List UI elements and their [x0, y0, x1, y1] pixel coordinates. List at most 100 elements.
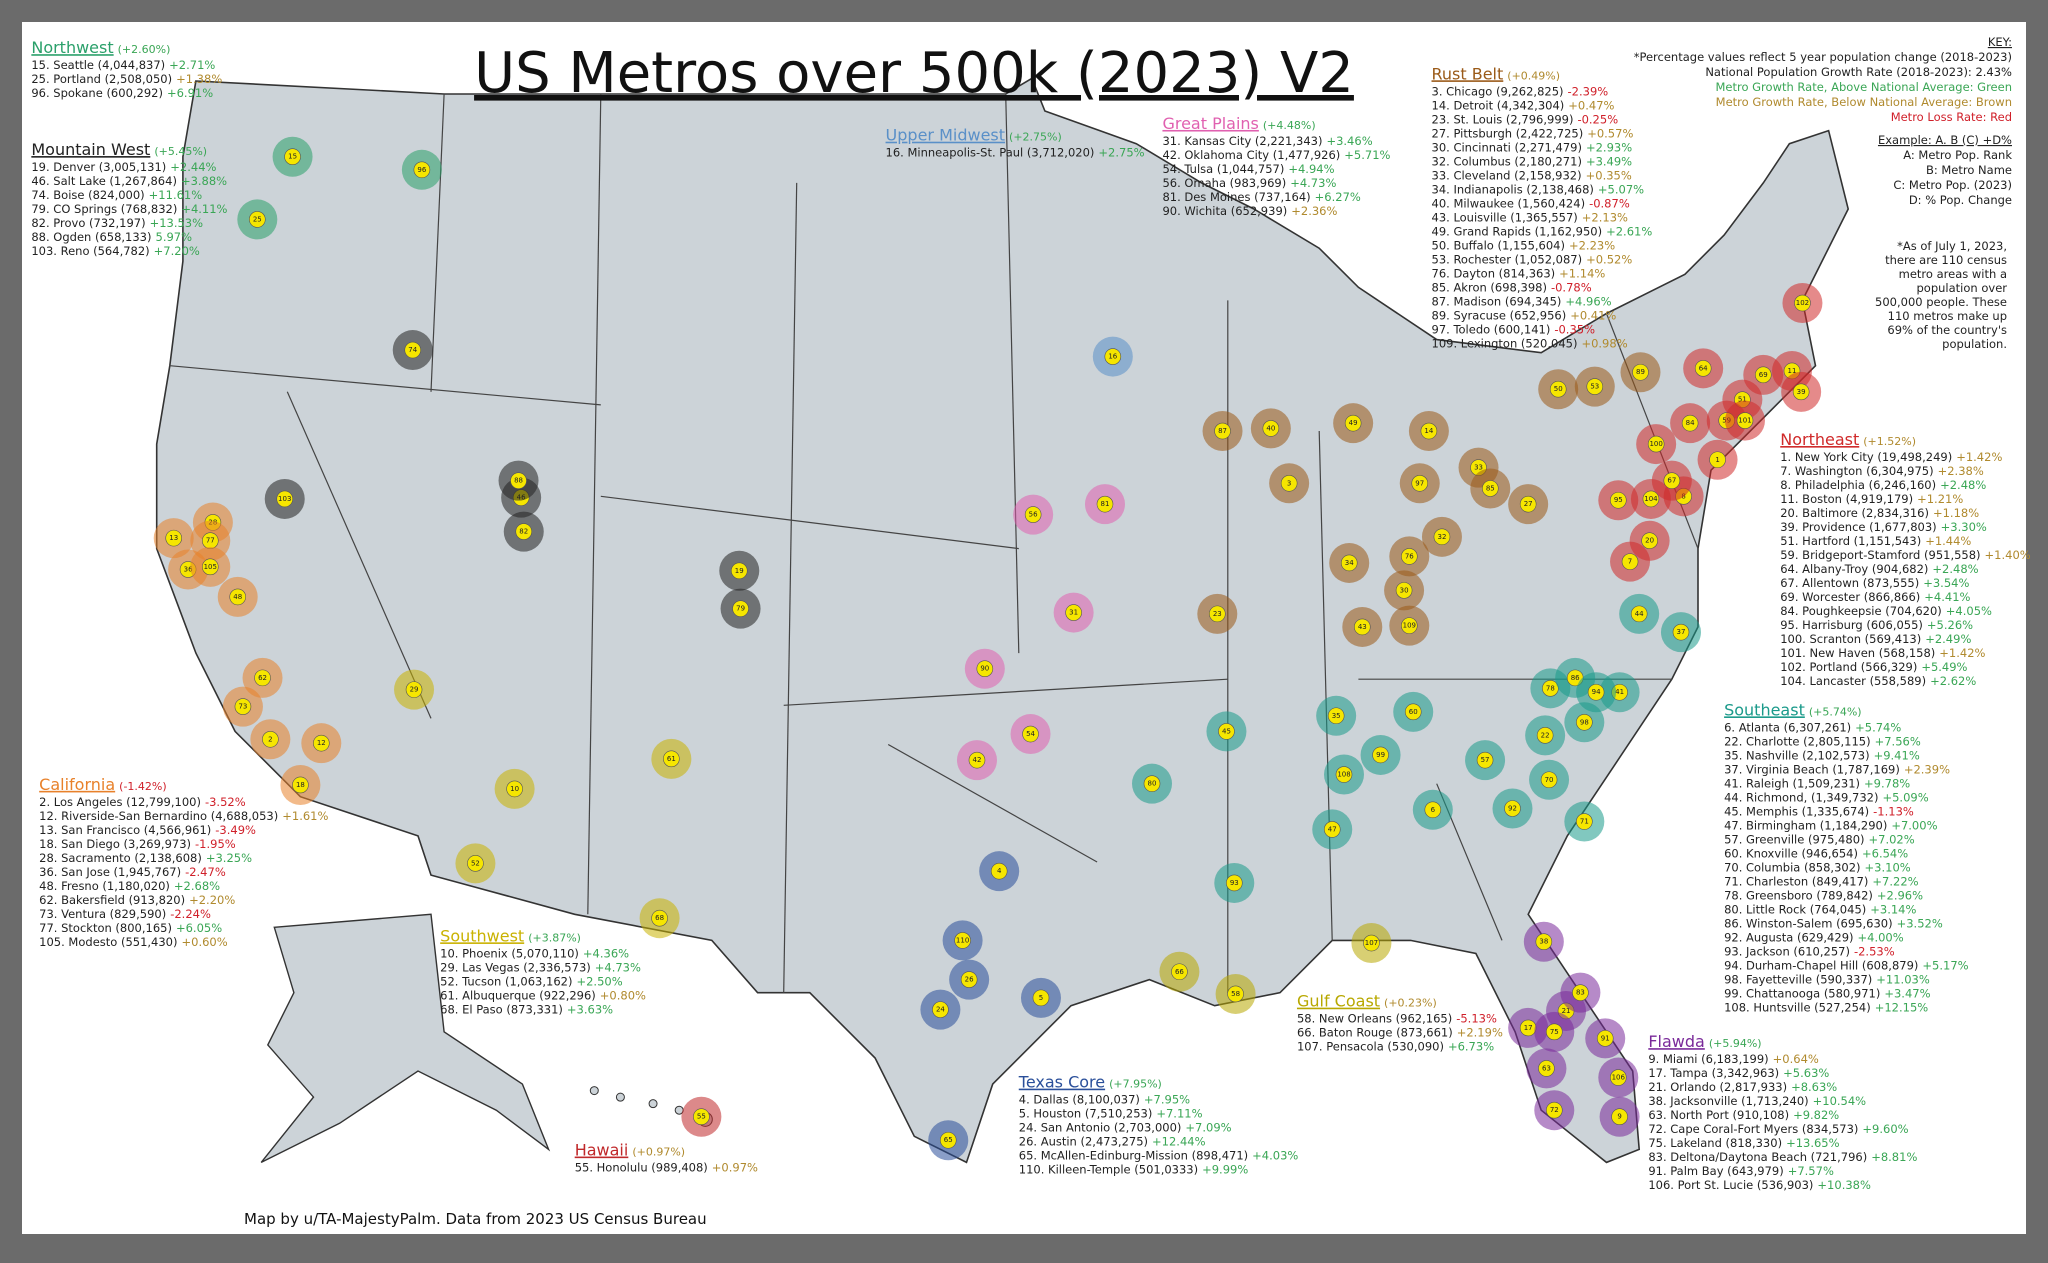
note-line: 69% of the country's — [1887, 323, 2007, 337]
metro-text: 69. Worcester (866,866) — [1780, 590, 1920, 604]
region-change: (+5.94%) — [1709, 1037, 1762, 1050]
metro-marker — [1663, 472, 1681, 489]
region-header: California (-1.42%) — [39, 775, 166, 794]
metro-marker — [467, 855, 484, 872]
key-line: KEY: — [1988, 35, 2012, 49]
metro-change: +1.18% — [1933, 506, 1979, 520]
state-border — [887, 743, 1098, 863]
metro-change: +4.96% — [1565, 294, 1611, 308]
metro-change: -3.52% — [205, 795, 246, 809]
metro-marker — [1420, 422, 1438, 440]
metro-text: 74. Boise (824,000) — [31, 188, 144, 202]
metro-marker — [284, 148, 301, 166]
region-header: Gulf Coast (+0.23%) — [1297, 992, 1437, 1011]
metro-text: 6. Atlanta (6,307,261) — [1724, 720, 1851, 734]
metro-change: +12.44% — [1152, 1135, 1206, 1149]
metro-text: 56. Omaha (983,969) — [1162, 176, 1286, 190]
metro-marker — [1327, 707, 1345, 725]
metro-change: +1.44% — [1925, 534, 1971, 548]
metro-rank: 12 — [317, 739, 326, 747]
metro-text: 51. Hartford (1,151,543) — [1780, 534, 1921, 548]
metro-entry: 93. Jackson (610,257) -2.53% — [1724, 944, 1895, 958]
metro-rank: 38 — [1539, 938, 1548, 946]
metro-entry: 64. Albany-Troy (904,682) +2.48% — [1780, 562, 1978, 576]
metro-text: 14. Detroit (4,342,304) — [1432, 98, 1565, 112]
metro-text: 105. Modesto (551,430) — [39, 935, 177, 949]
metro-text: 35. Nashville (2,102,573) — [1724, 748, 1870, 762]
metro-rank: 86 — [1571, 674, 1580, 682]
metro-rank: 90 — [980, 665, 989, 673]
metro-rank: 48 — [233, 593, 242, 601]
metro-entry: 7. Washington (6,304,975) +2.38% — [1780, 464, 1984, 478]
metro-entry: 61. Albuquerque (922,296) +0.80% — [440, 988, 646, 1002]
key-line: Metro Loss Rate: Red — [1891, 110, 2012, 124]
metro-change: +4.03% — [1252, 1149, 1298, 1163]
metro-rank: 37 — [1677, 628, 1686, 636]
metro-text: 44. Richmond, (1,349,732) — [1724, 790, 1878, 804]
metro-marker — [1476, 751, 1494, 769]
metro-entry: 47. Birmingham (1,184,290) +7.00% — [1724, 818, 1937, 832]
metro-text: 5. Houston (7,510,253) — [1019, 1107, 1153, 1121]
metro-rank: 15 — [288, 153, 297, 161]
metro-entry: 89. Syracuse (652,956) +0.41% — [1432, 308, 1617, 322]
metro-rank: 5 — [1039, 994, 1043, 1002]
title: US Metros over 500k (2023) V2 — [474, 41, 1354, 106]
metro-entry: 97. Toledo (600,141) -0.35% — [1432, 322, 1596, 336]
metro-rank: 55 — [697, 1113, 706, 1121]
metro-text: 87. Madison (694,345) — [1432, 294, 1562, 308]
metro-marker — [1024, 506, 1042, 523]
metro-change: +2.36% — [1291, 204, 1337, 218]
metro-rank: 91 — [1601, 1034, 1610, 1042]
metro-change: +0.47% — [1568, 98, 1614, 112]
note-line: 110 metros make up — [1888, 309, 2007, 323]
note-line: population over — [1917, 281, 2008, 295]
region-change: (+5.45%) — [154, 145, 207, 158]
metro-entry: 10. Phoenix (5,070,110) +4.36% — [440, 946, 629, 960]
metro-marker — [249, 211, 266, 228]
metro-change: +2.23% — [1569, 238, 1615, 252]
metro-marker — [1065, 604, 1082, 621]
metro-entry: 60. Knoxville (946,654) +6.54% — [1724, 846, 1908, 860]
metro-entry: 6. Atlanta (6,307,261) +5.74% — [1724, 720, 1901, 734]
metro-entry: 25. Portland (2,508,050) +1.38% — [31, 72, 222, 86]
key-line: Metro Growth Rate, Above National Averag… — [1715, 80, 2012, 94]
key-line: A: Metro Pop. Rank — [1903, 148, 2012, 162]
metro-entry: 90. Wichita (652,939) +2.36% — [1162, 204, 1337, 218]
metro-entry: 48. Fresno (1,180,020) +2.68% — [39, 879, 220, 893]
metro-marker — [1545, 1101, 1563, 1119]
metro-change: +1.14% — [1559, 266, 1605, 280]
metro-entry: 75. Lakeland (818,330) +13.65% — [1648, 1136, 1839, 1150]
metro-rank: 25 — [253, 215, 262, 223]
metro-text: 61. Albuquerque (922,296) — [440, 988, 596, 1002]
metro-change: +8.81% — [1871, 1150, 1917, 1164]
metro-text: 16. Minneapolis-St. Paul (3,712,020) — [886, 146, 1095, 160]
metro-marker — [1104, 348, 1122, 365]
metro-marker — [405, 681, 423, 698]
metro-text: 93. Jackson (610,257) — [1724, 944, 1850, 958]
metro-rank: 67 — [1667, 477, 1676, 485]
metro-change: +3.25% — [206, 851, 252, 865]
metro-change: +5.17% — [1922, 958, 1968, 972]
metro-text: 58. New Orleans (962,165) — [1297, 1012, 1452, 1026]
metro-change: +5.63% — [1783, 1066, 1829, 1080]
metro-entry: 67. Allentown (873,555) +3.54% — [1780, 576, 1969, 590]
metro-text: 33. Cleveland (2,158,932) — [1432, 168, 1582, 182]
metro-text: 25. Portland (2,508,050) — [31, 72, 172, 86]
metro-entry: 38. Jacksonville (1,713,240) +10.54% — [1648, 1094, 1866, 1108]
metro-entry: 2. Los Angeles (12,799,100) -3.52% — [39, 795, 246, 809]
metro-rank: 34 — [1345, 559, 1354, 567]
metro-text: 86. Winston-Salem (695,630) — [1724, 916, 1893, 930]
metro-marker — [1372, 746, 1389, 764]
metro-entry: 39. Providence (1,677,803) +3.30% — [1780, 520, 1987, 534]
metro-rank: 104 — [1644, 495, 1658, 503]
metro-marker — [1576, 713, 1593, 731]
region-name: Northwest — [31, 38, 113, 57]
metro-entry: 76. Dayton (814,363) +1.14% — [1432, 266, 1606, 280]
metro-marker — [960, 971, 978, 988]
metro-text: 42. Oklahoma City (1,477,926) — [1162, 148, 1340, 162]
metro-text: 97. Toledo (600,141) — [1432, 322, 1551, 336]
note-line: *As of July 1, 2023, — [1897, 239, 2007, 253]
metro-change: +2.49% — [1925, 632, 1971, 646]
metro-entry: 42. Oklahoma City (1,477,926) +5.71% — [1162, 148, 1390, 162]
metro-marker — [1792, 383, 1810, 401]
